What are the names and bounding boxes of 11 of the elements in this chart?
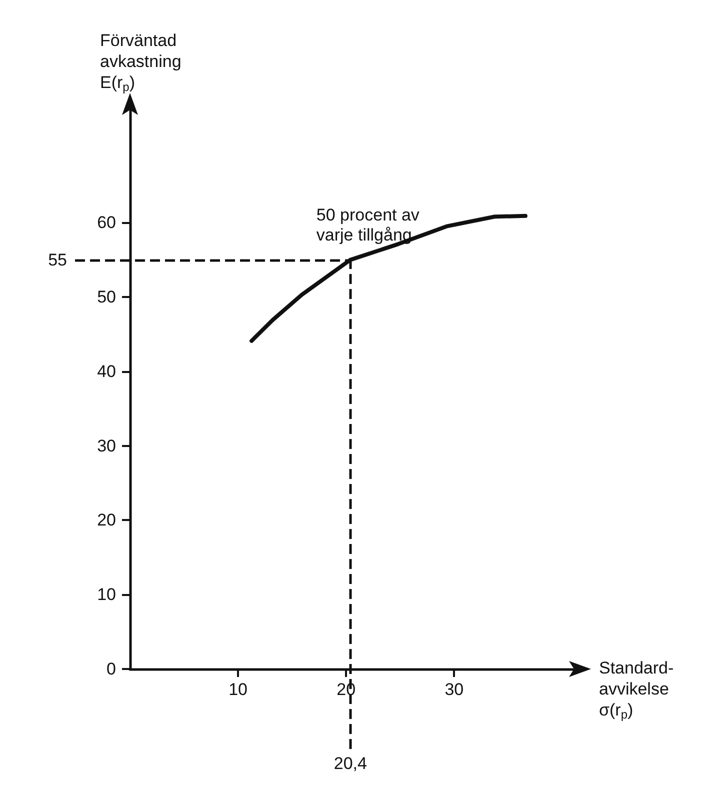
x-tick-label: 10 bbox=[228, 680, 248, 699]
y-tick-label: 40 bbox=[97, 362, 116, 381]
ref-line-label: 20,4 bbox=[334, 754, 367, 773]
y-tick-label: 50 bbox=[97, 288, 116, 306]
ref-line-label: 55 bbox=[48, 250, 67, 270]
y-tick-label: 20 bbox=[97, 510, 116, 530]
x-tick-label: 30 bbox=[444, 680, 464, 699]
y-tick-label: 60 bbox=[97, 213, 116, 232]
y-tick-label: 30 bbox=[97, 436, 116, 456]
y-tick-label: 10 bbox=[97, 585, 116, 604]
y-tick-label: 0 bbox=[106, 660, 116, 678]
